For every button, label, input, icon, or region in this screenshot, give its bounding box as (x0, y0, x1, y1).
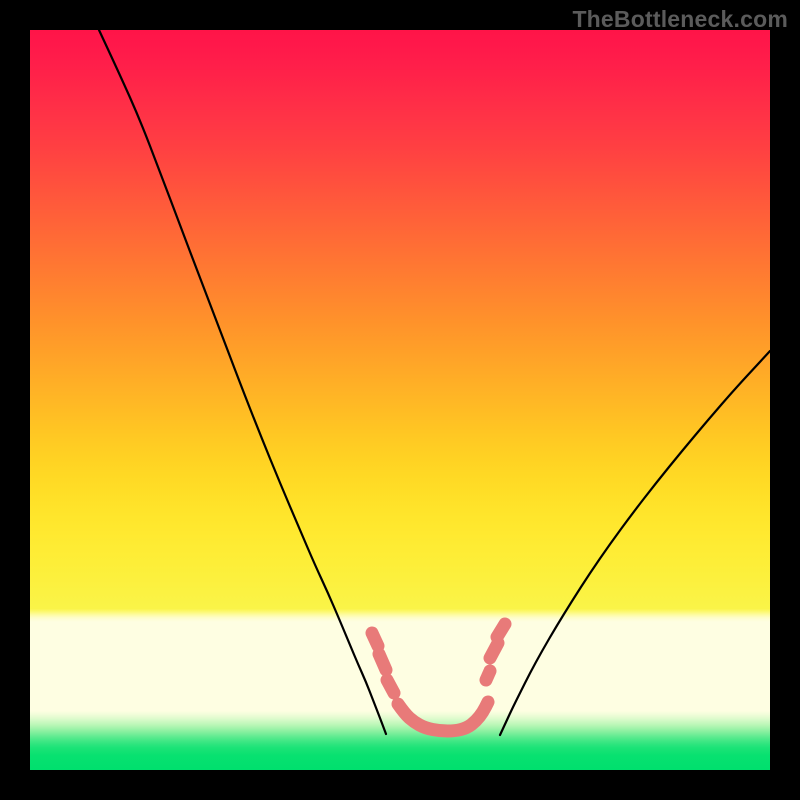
bottleneck-marker-segment (379, 654, 386, 670)
bottleneck-chart (0, 0, 800, 800)
chart-container: TheBottleneck.com (0, 0, 800, 800)
bottleneck-marker-segment (486, 671, 490, 680)
bottleneck-marker-segment (497, 624, 505, 637)
watermark-text: TheBottleneck.com (572, 6, 788, 33)
plot-background (30, 30, 770, 770)
bottleneck-marker-segment (372, 633, 378, 646)
bottleneck-marker-segment (490, 643, 498, 658)
bottleneck-marker-segment (387, 680, 394, 693)
